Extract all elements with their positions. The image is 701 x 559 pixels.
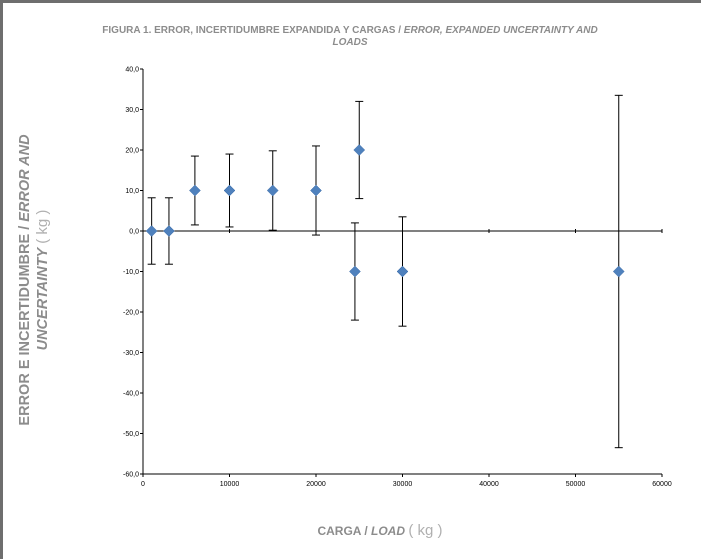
x-tick-label: 50000	[566, 481, 586, 488]
x-tick-label: 20000	[306, 481, 326, 488]
data-point	[349, 265, 361, 278]
x-axis-label: CARGA / LOAD ( kg )	[280, 522, 480, 539]
x-tick-label: 60000	[652, 481, 672, 488]
y-tick-label: 20,0	[125, 148, 139, 155]
x-tick-label: 10000	[220, 481, 240, 488]
y-tick-label: -60,0	[123, 472, 139, 479]
data-point	[310, 184, 322, 197]
data-point	[163, 225, 175, 237]
data-point	[396, 265, 409, 278]
data-point	[353, 144, 366, 156]
y-tick-label: 10,0	[125, 188, 139, 195]
y-tick-label: -30,0	[123, 350, 139, 357]
x-tick-label: 30000	[393, 481, 413, 488]
chart-title: FIGURA 1. ERROR, INCERTIDUMBRE EXPANDIDA…	[90, 25, 610, 49]
x-axis-label-main: CARGA /	[317, 524, 372, 538]
x-tick-label: 40000	[479, 481, 499, 488]
chart-title-italic: ERROR, EXPANDED UNCERTAINTY AND LOADS	[332, 25, 598, 48]
chart-title-main: FIGURA 1. ERROR, INCERTIDUMBRE EXPANDIDA…	[102, 25, 404, 36]
x-axis-label-italic: LOAD	[371, 524, 406, 538]
data-point	[223, 184, 236, 197]
x-axis-unit: ( kg )	[408, 522, 443, 539]
y-tick-label: 40,0	[125, 67, 139, 74]
y-tick-label: 30,0	[125, 107, 139, 114]
x-tick-label: 0	[141, 481, 145, 488]
data-point	[145, 225, 158, 237]
y-tick-label: 0,0	[129, 229, 139, 236]
data-point	[189, 184, 201, 197]
data-point	[612, 265, 625, 278]
y-tick-label: -40,0	[123, 391, 139, 398]
y-tick-label: -10,0	[123, 269, 139, 276]
y-tick-label: -20,0	[123, 310, 139, 317]
y-tick-label: -50,0	[123, 431, 139, 438]
data-point	[266, 184, 279, 197]
